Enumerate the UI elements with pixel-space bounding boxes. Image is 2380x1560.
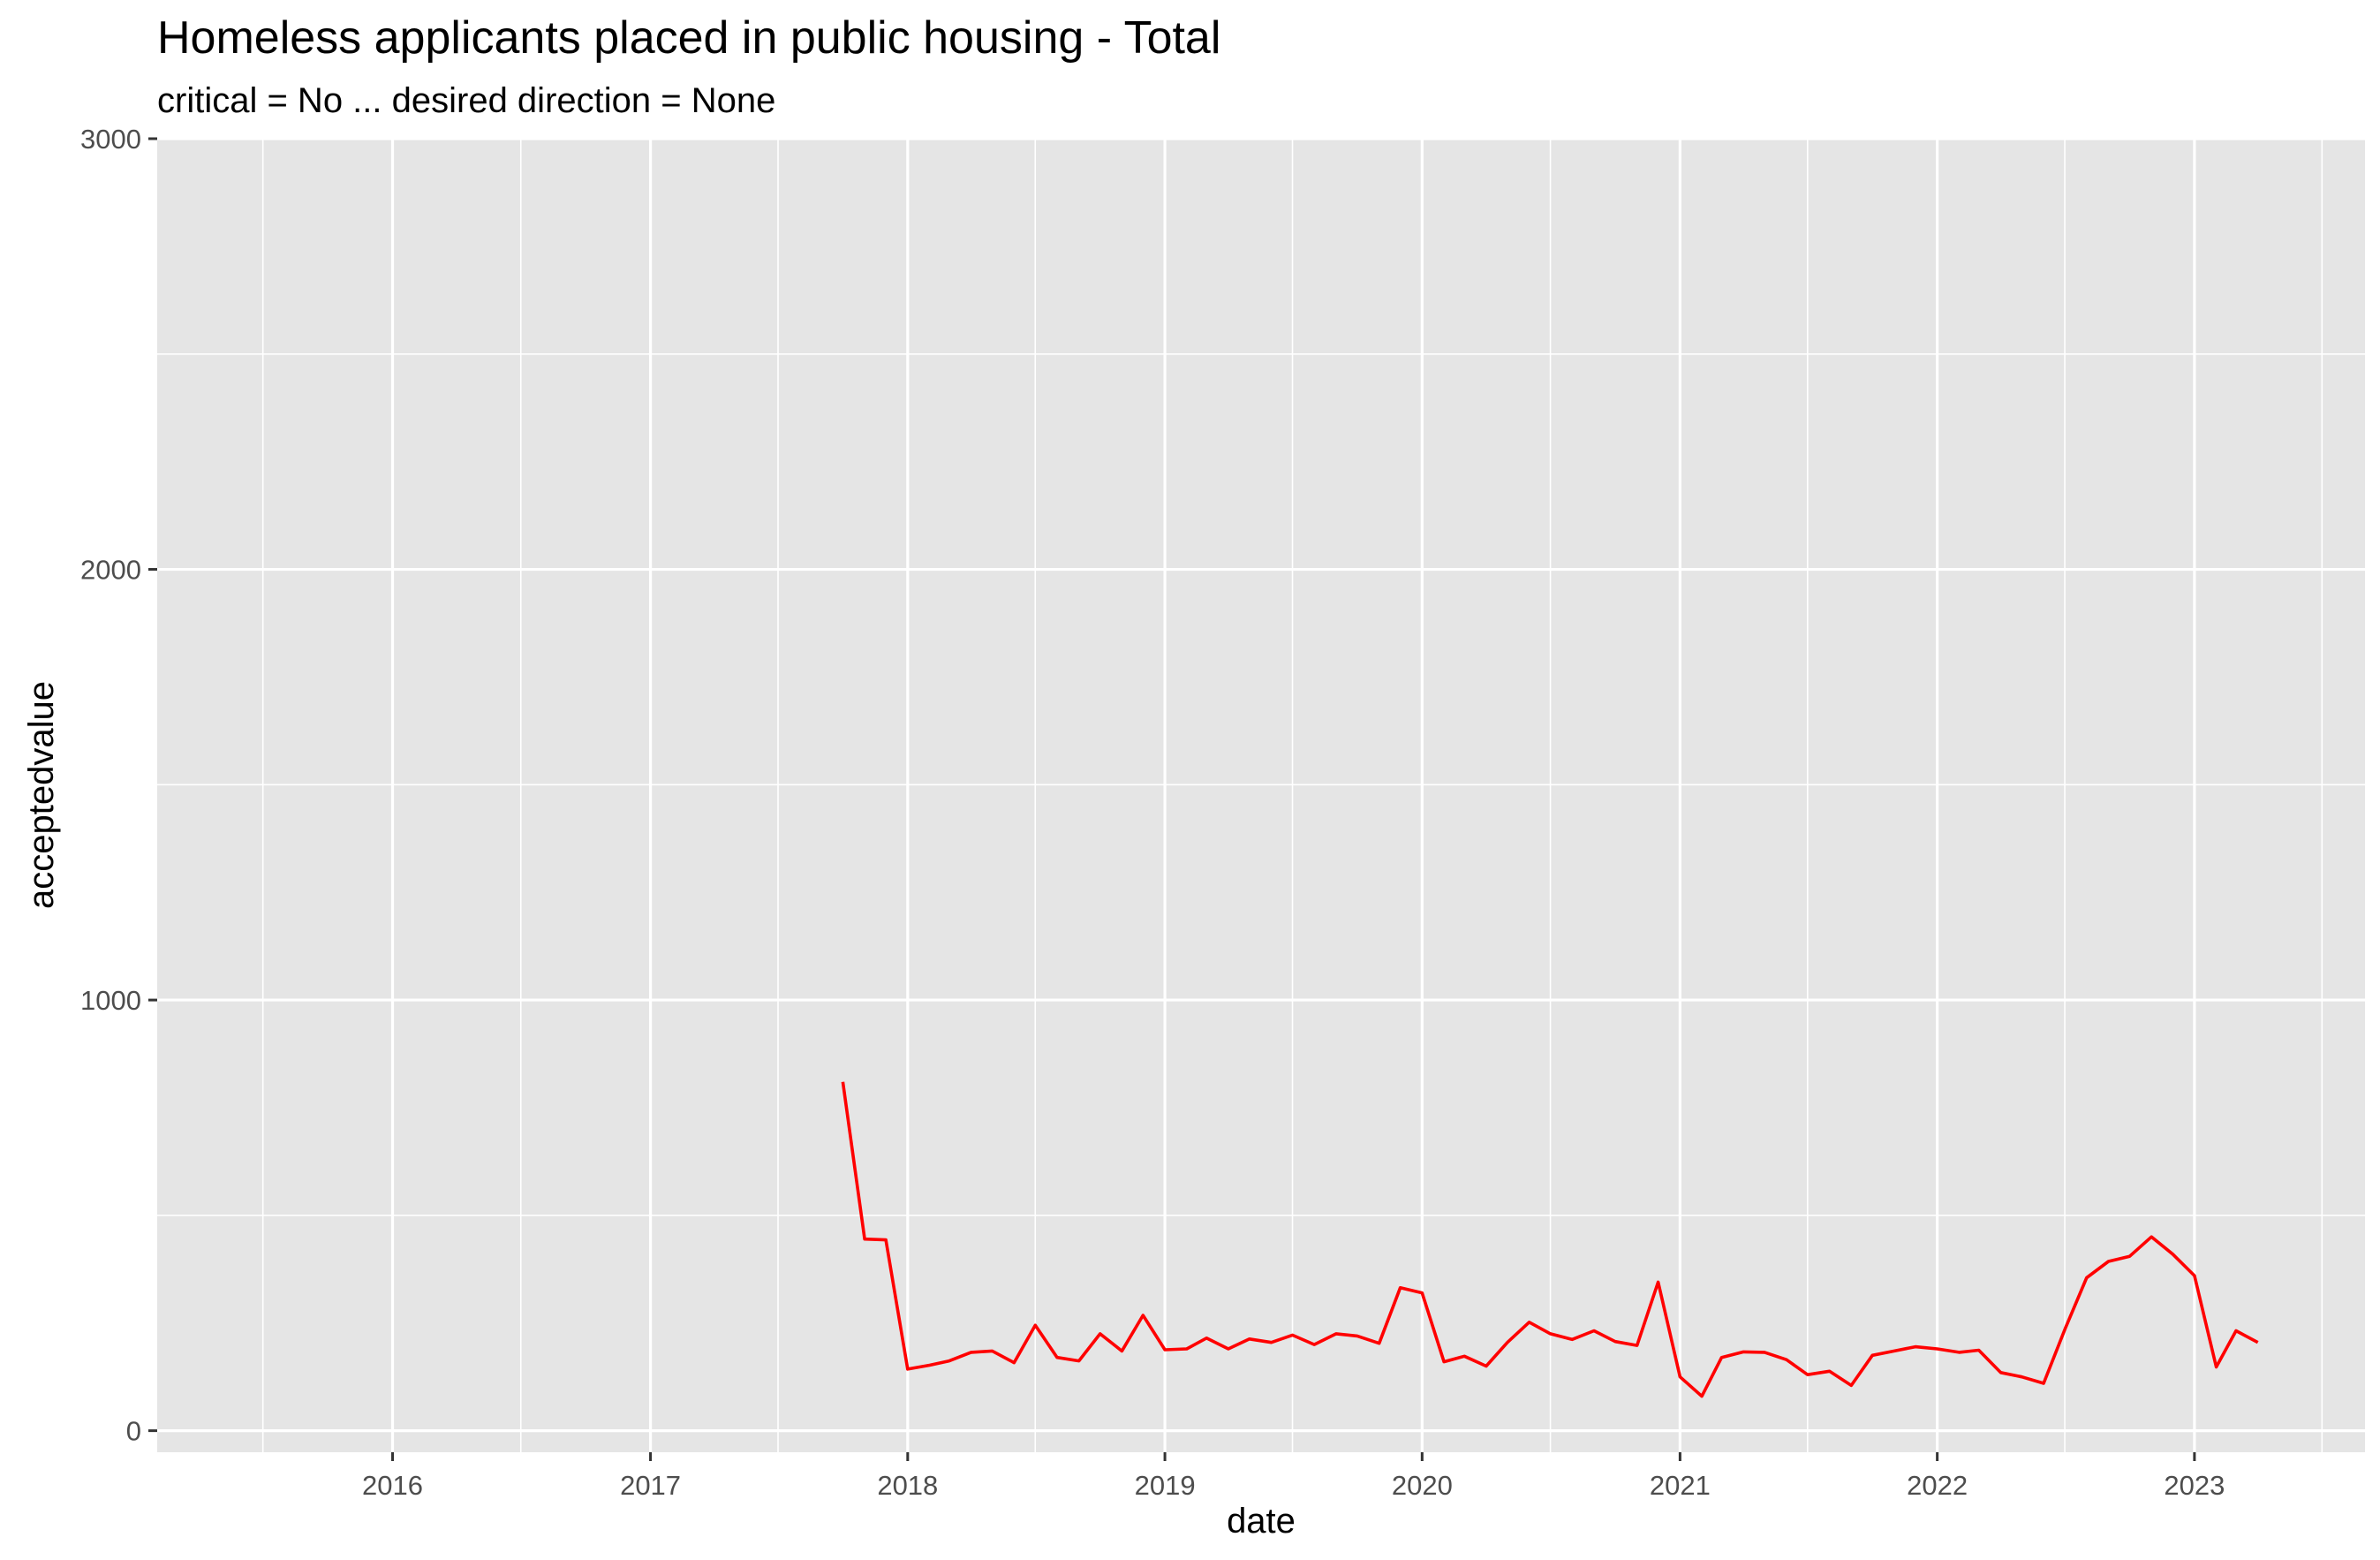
x-tick-label: 2022 [1907,1470,1968,1501]
minor-gridlines [157,139,2365,1452]
y-tick-label: 1000 [80,985,141,1016]
chart-title: Homeless applicants placed in public hou… [157,12,1220,64]
y-tick-label: 2000 [80,555,141,586]
x-axis: 2016 2017 2018 2019 2020 2021 2022 2023 [362,1452,2225,1501]
y-axis-title: acceptedvalue [22,681,61,909]
y-tick-label: 0 [126,1416,141,1447]
x-tick-label: 2018 [877,1470,938,1501]
major-gridlines [157,137,2365,1452]
series-layer [841,1081,2259,1398]
chart-subtitle: critical = No ... desired direction = No… [157,81,775,120]
x-tick-label: 2017 [620,1470,681,1501]
x-tick-label: 2023 [2164,1470,2225,1501]
x-axis-title: date [1227,1502,1296,1541]
plot-panel [157,139,2365,1452]
x-tick-label: 2016 [362,1470,423,1501]
x-tick-label: 2021 [1650,1470,1711,1501]
y-tick-label: 3000 [80,124,141,155]
x-tick-label: 2020 [1392,1470,1453,1501]
x-tick-label: 2019 [1135,1470,1196,1501]
series-line [841,1081,2259,1398]
y-axis: 0 1000 2000 3000 [80,124,157,1447]
